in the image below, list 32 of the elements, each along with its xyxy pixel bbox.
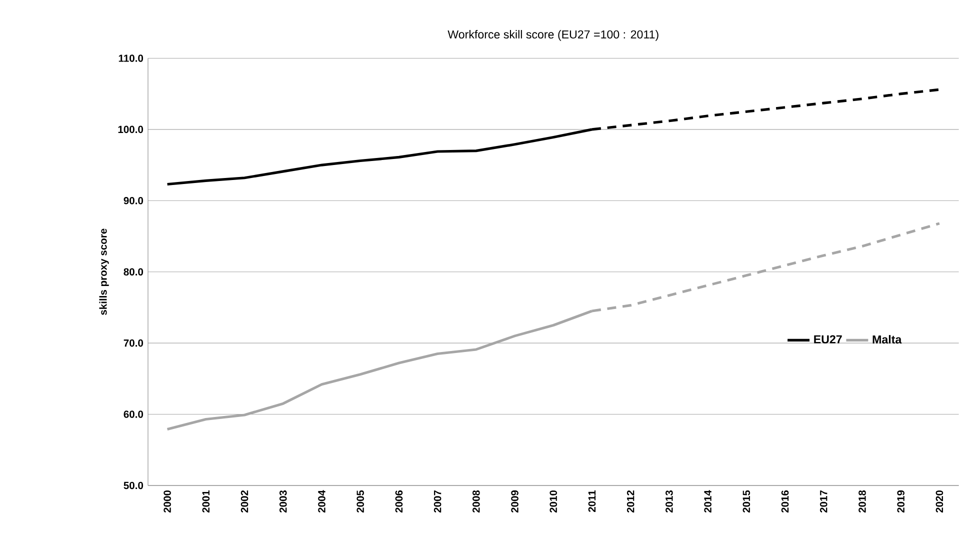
y-tick-label: 80.0 [124,268,144,276]
x-tick-label: 2006 [395,490,403,513]
x-tick-label: 2017 [820,490,828,513]
y-axis-title: skills proxy score [99,228,109,316]
y-tick-label: 110.0 [118,54,144,62]
x-tick-label: 2001 [202,490,210,513]
y-tick-label: 90.0 [124,197,144,204]
x-tick-label: 2015 [742,490,750,513]
x-tick-label: 2009 [511,490,518,513]
legend-label: Malta [872,335,902,344]
x-tick-label: 2018 [858,490,866,513]
x-tick-label: 2019 [897,490,904,513]
y-tick-label: 50.0 [124,482,144,490]
x-tick-label: 2002 [240,490,248,513]
x-tick-label: 2007 [434,490,442,513]
x-tick-label: 2005 [356,490,364,513]
x-tick-label: 2004 [318,490,326,513]
chart-title: Workforce skill score (EU27 =100 : 2011) [448,30,658,41]
x-tick-label: 2012 [626,490,634,513]
x-tick-label: 2020 [936,490,944,513]
x-tick-label: 2014 [704,490,712,513]
x-tick-label: 2013 [666,490,673,513]
y-tick-label: 60.0 [124,410,144,418]
x-tick-label: 2010 [550,490,558,513]
x-tick-label: 2008 [472,490,480,513]
y-tick-label: 70.0 [124,339,144,347]
y-tick-label: 100.0 [118,126,144,134]
legend-label: EU27 [814,335,842,344]
x-tick-label: 2011 [588,490,596,512]
x-tick-label: 2003 [279,490,287,513]
x-tick-label: 2016 [781,490,789,513]
x-tick-label: 2000 [164,490,171,513]
